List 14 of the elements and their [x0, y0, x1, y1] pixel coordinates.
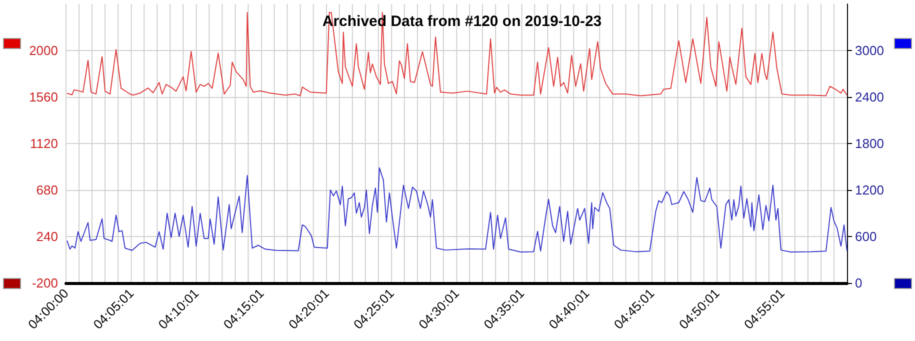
y-tick-label: 680	[36, 182, 58, 198]
y-tick-label: 240	[36, 229, 58, 244]
y2-tick-label: 600	[855, 229, 877, 244]
line-series	[66, 167, 848, 252]
y2-tick-label: 1800	[855, 136, 884, 151]
y2-tick-label: 0	[855, 276, 862, 290]
y-tick-label: 2000	[29, 43, 58, 58]
line-series	[66, 12, 848, 96]
y-tick-label: 1120	[30, 136, 58, 151]
y2-tick-label: 2400	[855, 90, 884, 104]
y2-tick-label: 1200	[855, 182, 884, 198]
y2-tick-label: 3000	[855, 43, 884, 58]
y-tick-label: -200	[32, 276, 58, 290]
y-tick-label: 1560	[29, 90, 58, 104]
